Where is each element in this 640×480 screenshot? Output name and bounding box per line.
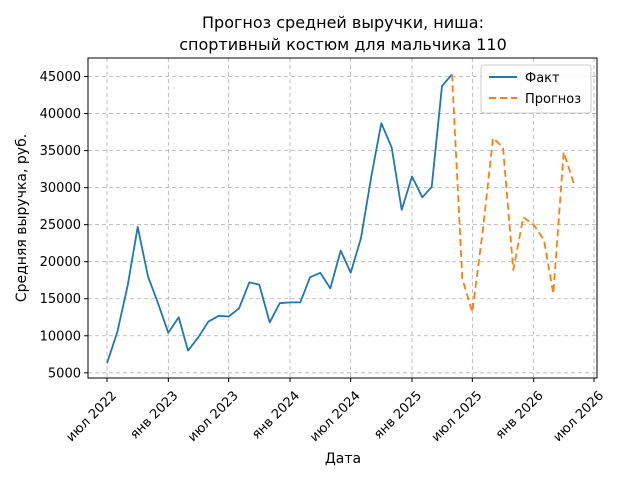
y-tick-label: 5000 — [48, 366, 81, 381]
data-point — [421, 196, 423, 198]
data-point — [482, 230, 484, 232]
chart-title-line-1: Прогноз средней выручки, ниша: — [202, 13, 484, 32]
y-tick-label: 30000 — [40, 181, 81, 196]
data-point — [248, 282, 250, 284]
data-point — [502, 147, 504, 149]
gridlines — [88, 58, 597, 378]
plot-frame — [87, 57, 598, 379]
data-point — [543, 239, 545, 241]
data-point — [461, 278, 463, 280]
data-point — [197, 336, 199, 338]
data-point — [116, 331, 118, 333]
y-tick-label: 45000 — [40, 70, 81, 85]
data-point — [207, 321, 209, 323]
chart-title-line-2: спортивный костюм для мальчика 110 — [179, 35, 507, 54]
x-axis-title: Дата — [325, 451, 361, 467]
y-tick-label: 20000 — [40, 255, 81, 270]
series — [106, 73, 575, 364]
y-tick-label: 40000 — [40, 107, 81, 122]
data-point — [167, 332, 169, 334]
data-point — [431, 186, 433, 188]
data-point — [471, 311, 473, 313]
series-line-fact — [106, 73, 453, 364]
data-point — [106, 362, 108, 364]
data-point — [137, 226, 139, 228]
legend-label-fact: Факт — [525, 71, 560, 86]
data-point — [238, 308, 240, 310]
data-point — [228, 316, 230, 318]
data-point — [563, 151, 565, 153]
data-point — [279, 302, 281, 304]
data-point — [127, 285, 129, 287]
data-point — [269, 322, 271, 324]
data-point — [299, 302, 301, 304]
data-point — [401, 209, 403, 211]
y-tick-label: 25000 — [40, 218, 81, 233]
data-point — [552, 293, 554, 295]
legend-label-forecast: Прогноз — [525, 92, 581, 107]
data-point — [340, 250, 342, 252]
data-point — [533, 224, 535, 226]
data-point — [258, 284, 260, 286]
data-point — [573, 182, 575, 184]
data-point — [329, 288, 331, 290]
data-point — [512, 269, 514, 271]
data-point — [147, 276, 149, 278]
legend: Факт Прогноз — [480, 64, 592, 114]
y-tick-label: 35000 — [40, 144, 81, 159]
data-point — [319, 272, 321, 274]
data-point — [522, 216, 524, 218]
data-point — [451, 73, 453, 75]
data-point — [492, 137, 494, 139]
data-point — [157, 302, 159, 304]
y-tick-label: 10000 — [40, 329, 81, 344]
data-point — [218, 315, 220, 317]
data-point — [309, 276, 311, 278]
data-point — [187, 350, 189, 352]
data-point — [391, 147, 393, 149]
data-point — [289, 302, 291, 304]
data-point — [380, 122, 382, 124]
data-point — [370, 176, 372, 178]
data-point — [411, 176, 413, 178]
y-tick-label: 15000 — [40, 292, 81, 307]
data-point — [441, 85, 443, 87]
data-point — [360, 237, 362, 239]
series-line-forecast — [451, 74, 575, 313]
data-point — [178, 316, 180, 318]
y-axis-title: Средняя выручка, руб. — [14, 134, 30, 302]
data-point — [350, 272, 352, 274]
